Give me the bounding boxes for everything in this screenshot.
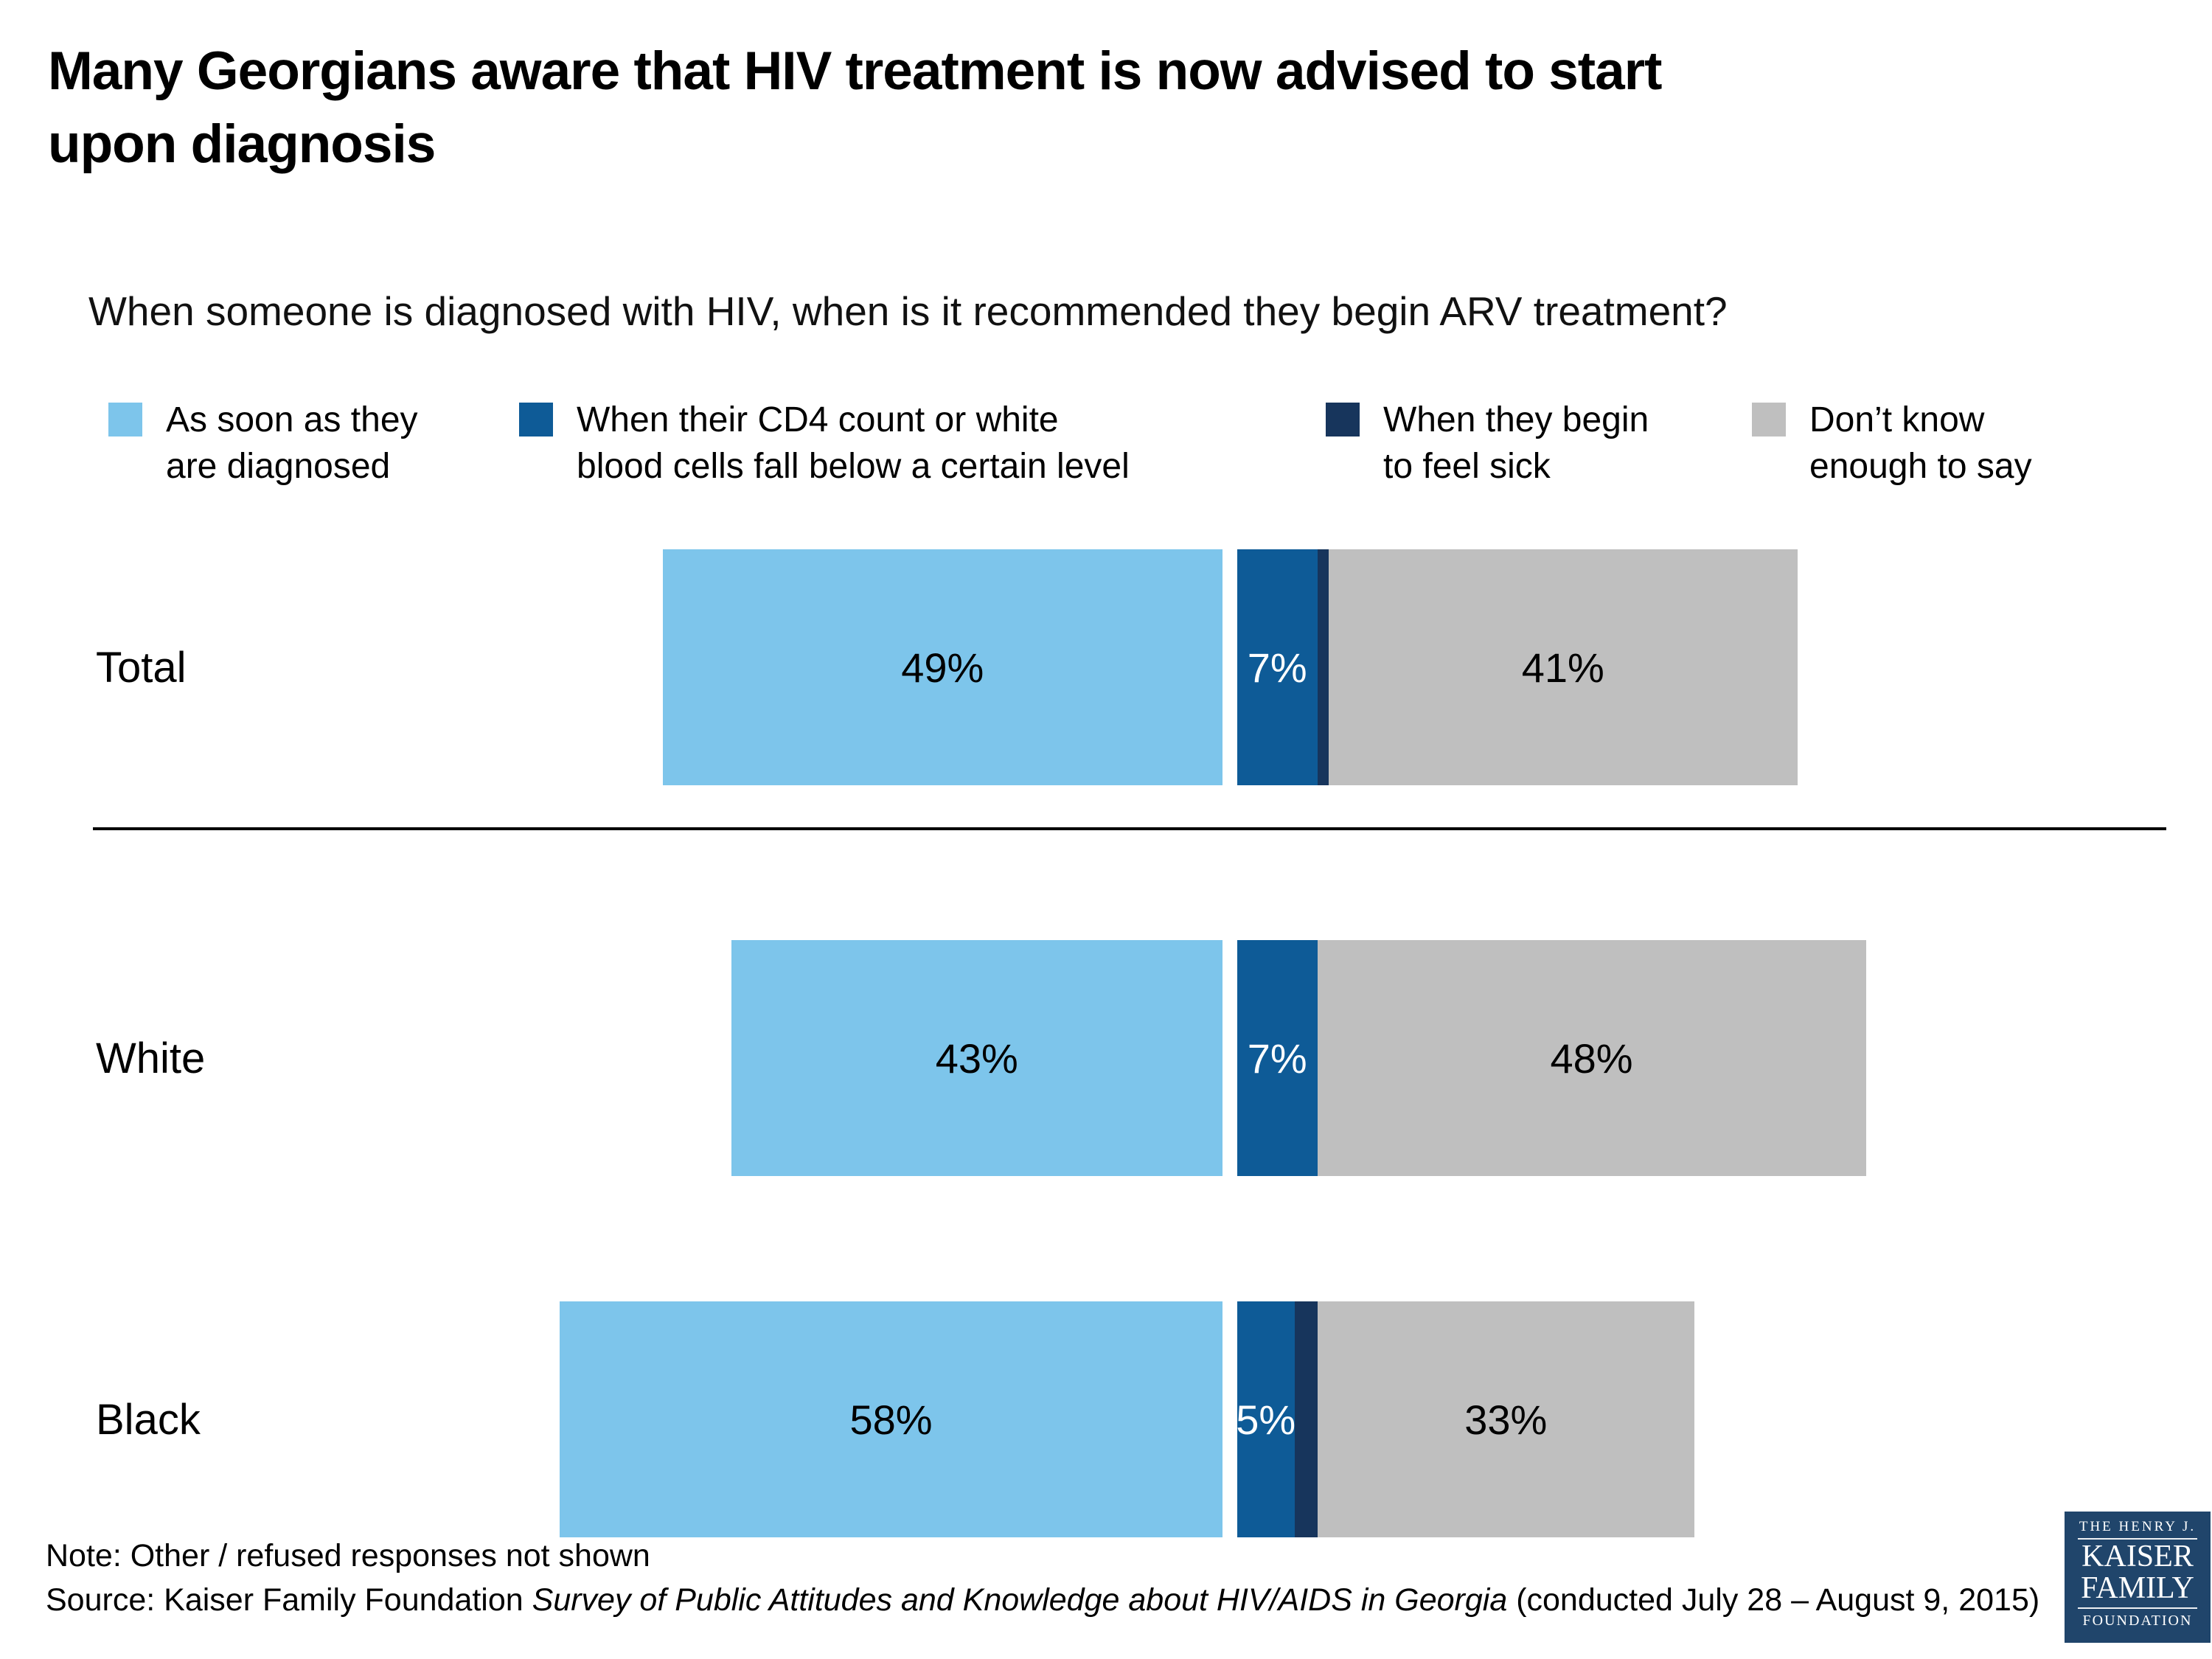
- legend-swatch-cd4: [519, 403, 553, 437]
- segment-diagnosed: 58%: [560, 1301, 1222, 1537]
- category-label-total: Total: [96, 643, 187, 692]
- segment-value-label-cd4: 7%: [1247, 1034, 1307, 1082]
- chart-question: When someone is diagnosed with HIV, when…: [88, 288, 1728, 334]
- source-suffix: (conducted July 28 – August 9, 2015): [1507, 1582, 2040, 1618]
- category-label-white: White: [96, 1034, 206, 1082]
- logo-rule-top: [2078, 1538, 2197, 1540]
- bar-row-white: White 43% 7% 48%: [0, 940, 2212, 1176]
- legend-item-diagnosed: As soon as they are diagnosed: [108, 397, 418, 490]
- logo-line-henry: THE HENRY J.: [2079, 1519, 2197, 1534]
- legend-swatch-diagnosed: [108, 403, 142, 437]
- legend-label-diagnosed: As soon as they are diagnosed: [166, 400, 418, 487]
- category-label-black: Black: [96, 1395, 201, 1444]
- segment-value-label-dontknow: 48%: [1550, 1034, 1633, 1082]
- legend-swatch-sick: [1326, 403, 1360, 437]
- segment-value-label-cd4: 7%: [1247, 644, 1307, 691]
- segment-value-label-cd4: 5%: [1236, 1396, 1296, 1443]
- segment-cd4: 7%: [1237, 940, 1318, 1176]
- source-prefix: Source: Kaiser Family Foundation: [46, 1582, 532, 1618]
- kff-foundation-logo: THE HENRY J. KAISER FAMILY FOUNDATION: [2065, 1512, 2211, 1643]
- page-title-line2: upon diagnosis: [48, 114, 436, 174]
- segment-dontknow: 41%: [1329, 549, 1798, 785]
- segment-sick: [1294, 1301, 1318, 1537]
- legend-swatch-dontknow: [1752, 403, 1786, 437]
- legend-item-cd4: When their CD4 count or white blood cell…: [519, 397, 1130, 490]
- legend-label-sick: When they begin to feel sick: [1383, 400, 1649, 487]
- segment-value-label-diagnosed: 58%: [849, 1396, 933, 1443]
- page-title: Many Georgians aware that HIV treatment …: [48, 35, 1662, 181]
- legend-label-dontknow: Don’t know enough to say: [1809, 400, 2032, 487]
- page-title-line1: Many Georgians aware that HIV treatment …: [48, 41, 1662, 101]
- legend-item-sick: When they begin to feel sick: [1326, 397, 1649, 490]
- source-survey-name: Survey of Public Attitudes and Knowledge…: [532, 1582, 1508, 1618]
- segment-sick: [1317, 549, 1329, 785]
- segment-value-label-diagnosed: 43%: [935, 1034, 1018, 1082]
- logo-line-foundation: FOUNDATION: [2082, 1612, 2193, 1629]
- segment-value-label-diagnosed: 49%: [901, 644, 984, 691]
- segment-cd4: 5%: [1236, 1301, 1296, 1537]
- logo-rule-bottom: [2078, 1607, 2197, 1609]
- segment-diagnosed: 43%: [731, 940, 1222, 1176]
- segment-value-label-dontknow: 33%: [1464, 1396, 1548, 1443]
- source-text: Source: Kaiser Family Foundation Survey …: [46, 1582, 2039, 1618]
- total-separator-line: [93, 827, 2166, 830]
- logo-line-family: FAMILY: [2081, 1571, 2194, 1605]
- segment-cd4: 7%: [1237, 549, 1318, 785]
- logo-line-kaiser: KAISER: [2081, 1540, 2194, 1573]
- segment-dontknow: 33%: [1317, 1301, 1694, 1537]
- segment-dontknow: 48%: [1317, 940, 1866, 1176]
- legend-item-dontknow: Don’t know enough to say: [1752, 397, 2032, 490]
- segment-diagnosed: 49%: [662, 549, 1222, 785]
- legend-label-cd4: When their CD4 count or white blood cell…: [577, 400, 1130, 487]
- segment-value-label-dontknow: 41%: [1521, 644, 1604, 691]
- note-text: Note: Other / refused responses not show…: [46, 1538, 650, 1573]
